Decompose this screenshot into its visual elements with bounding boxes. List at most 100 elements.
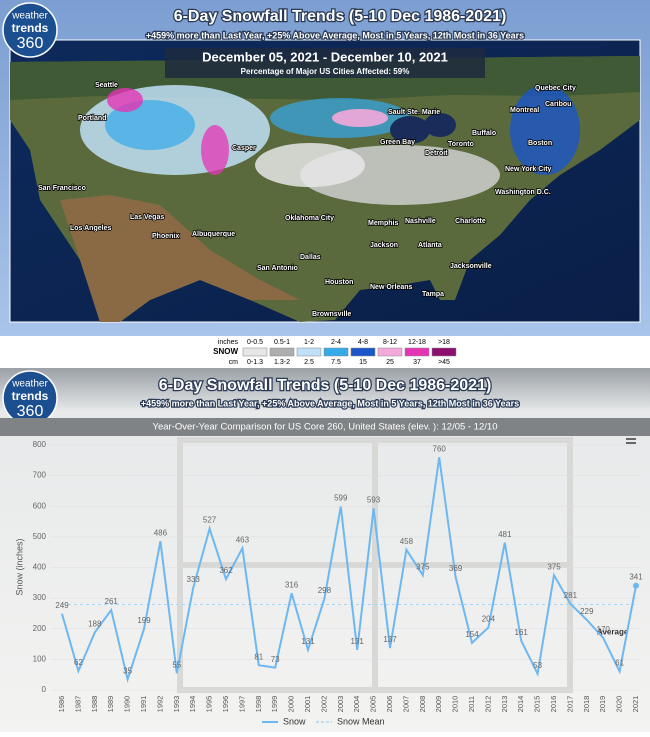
- data-label: 249: [55, 601, 69, 610]
- city-label: Toronto: [448, 141, 474, 148]
- logo-text: 360: [17, 35, 44, 52]
- x-tick-label: 2000: [287, 696, 296, 713]
- data-label: 362: [219, 566, 233, 575]
- city-label: Seattle: [95, 82, 118, 89]
- legend-inches-range: 2-4: [331, 339, 341, 346]
- data-label: 527: [203, 516, 217, 525]
- city-label: Albuquerque: [192, 231, 235, 238]
- legend-cm-range: 0-1.3: [247, 359, 263, 366]
- legend-swatch: [350, 347, 376, 357]
- x-tick-label: 2020: [615, 696, 624, 713]
- city-label: Portland: [78, 115, 106, 122]
- legend-cm: cm: [229, 359, 239, 366]
- city-label: Brownsville: [312, 311, 351, 318]
- x-tick-label: 2011: [467, 696, 476, 712]
- city-label: Dallas: [300, 254, 321, 261]
- x-tick-label: 2001: [303, 696, 312, 713]
- x-tick-label: 2021: [631, 696, 640, 713]
- chart-header-bar: [0, 418, 650, 436]
- city-label: Caribou: [545, 101, 571, 108]
- data-label: 458: [400, 537, 414, 546]
- legend-label: Snow: [283, 716, 306, 726]
- legend-cm-range: 7.5: [331, 359, 341, 366]
- city-label: Nashville: [405, 218, 436, 225]
- data-label: 131: [351, 637, 365, 646]
- data-label: 188: [88, 620, 102, 629]
- data-label: 281: [564, 591, 578, 600]
- logo-text: trends: [12, 389, 49, 403]
- city-label: Boston: [528, 140, 552, 147]
- data-label: 261: [105, 597, 119, 606]
- city-label: San Francisco: [38, 185, 86, 192]
- legend-inches-range: 12-18: [408, 339, 426, 346]
- city-label: Memphis: [368, 220, 398, 227]
- x-tick-label: 2015: [533, 696, 542, 713]
- map: [9, 39, 641, 323]
- x-tick-label: 2003: [336, 696, 345, 713]
- x-tick-label: 1988: [90, 696, 99, 713]
- y-tick-label: 200: [33, 624, 47, 633]
- city-label: New Orleans: [370, 284, 413, 291]
- x-tick-label: 2005: [369, 696, 378, 713]
- data-label: 170: [597, 625, 611, 634]
- legend-cm-range: 37: [413, 359, 421, 366]
- city-label: Tampa: [422, 291, 444, 298]
- legend-swatch: [296, 347, 322, 357]
- date-range: December 05, 2021 - December 10, 2021: [202, 49, 448, 64]
- data-label: 81: [254, 652, 263, 661]
- data-label: 298: [318, 586, 332, 595]
- data-label: 137: [383, 635, 397, 644]
- legend-snow: SNOW: [213, 347, 238, 356]
- x-tick-label: 2017: [565, 696, 574, 713]
- y-tick-label: 400: [33, 563, 47, 572]
- chart-title: 6-Day Snowfall Trends (5-10 Dec 1986-202…: [159, 377, 492, 394]
- city-label: Jacksonville: [450, 263, 492, 270]
- legend-cm-range: 15: [359, 359, 367, 366]
- x-tick-label: 1986: [57, 696, 66, 713]
- legend-inches-range: 1-2: [304, 339, 314, 346]
- data-label: 463: [236, 535, 250, 544]
- data-label: 53: [533, 661, 542, 670]
- legend-inches-range: 4-8: [358, 339, 368, 346]
- menu-icon[interactable]: [626, 438, 636, 444]
- map-title: 6-Day Snowfall Trends (5-10 Dec 1986-202…: [174, 8, 507, 25]
- data-label: 375: [416, 562, 430, 571]
- city-labels: Seattle Portland San Francisco Los Angel…: [37, 81, 577, 319]
- logo-text: weather: [11, 11, 48, 22]
- x-tick-label: 1989: [106, 696, 115, 713]
- data-label: 199: [137, 616, 151, 625]
- data-label: 481: [498, 530, 512, 539]
- legend-inches-range: 0-0.5: [247, 339, 263, 346]
- x-tick-label: 2016: [549, 696, 558, 713]
- city-label: Los Angeles: [70, 225, 111, 232]
- data-label: 760: [433, 444, 447, 453]
- y-tick-label: 0: [42, 685, 47, 694]
- legend-swatch: [323, 347, 349, 357]
- x-tick-label: 2019: [598, 696, 607, 713]
- data-label: 369: [449, 564, 463, 573]
- x-tick-label: 2002: [319, 696, 328, 713]
- x-tick-label: 2014: [516, 696, 525, 713]
- y-tick-label: 100: [33, 654, 47, 663]
- mean-label: Average: [597, 628, 629, 637]
- x-tick-label: 1997: [237, 696, 246, 713]
- plot: 0 100 200 300 400 500 600 700 800 1986 1987 1988 198…: [33, 440, 644, 726]
- city-label: Phoenix: [152, 233, 179, 240]
- y-tick-label: 700: [33, 471, 47, 480]
- logo-text: trends: [12, 21, 49, 35]
- legend-inches-range: 0.5-1: [274, 339, 290, 346]
- city-label: Charlotte: [455, 218, 486, 225]
- x-tick-label: 1990: [123, 696, 132, 713]
- y-tick-label: 300: [33, 593, 47, 602]
- logo-text: weather: [11, 379, 48, 390]
- city-label: New York City: [505, 166, 552, 173]
- legend-cm-range: 1.3-2: [274, 359, 290, 366]
- legend-cm-range: >45: [438, 359, 450, 366]
- data-label: 204: [482, 615, 496, 624]
- city-label: Houston: [325, 279, 353, 286]
- x-tick-label: 1992: [155, 696, 164, 713]
- affected-cities: Percentage of Major US Cities Affected: …: [241, 67, 410, 76]
- y-tick-label: 500: [33, 532, 47, 541]
- data-label: 333: [187, 575, 201, 584]
